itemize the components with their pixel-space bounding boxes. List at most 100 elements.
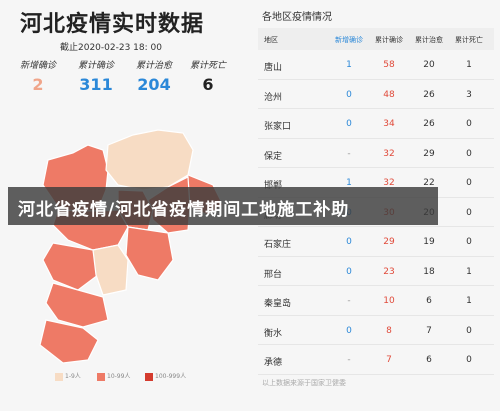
new-confirmed: 0	[346, 266, 352, 277]
total-cured: 6	[426, 355, 432, 365]
total-dead: 1	[466, 296, 472, 306]
stat-total-dead: 累计死亡 6	[178, 58, 238, 94]
region-name: 衡水	[264, 328, 283, 339]
table-row[interactable]: 承德 - 7 6 0	[258, 345, 494, 375]
total-cured: 18	[423, 266, 435, 277]
table-row[interactable]: 邢台 0 23 18 1	[258, 257, 494, 286]
total-cured: 19	[423, 237, 435, 247]
total-cured: 20	[423, 60, 435, 70]
stat-value: 204	[137, 75, 171, 94]
legend-item: 100-999人	[145, 371, 186, 381]
header-new: 新增确诊	[335, 36, 363, 44]
total-cured: 26	[423, 119, 435, 129]
stat-label: 累计治愈	[135, 61, 172, 71]
new-confirmed: 0	[346, 89, 352, 100]
total-cured: 22	[423, 178, 435, 188]
table-title: 各地区疫情情况	[262, 12, 332, 23]
table-row[interactable]: 衡水 0 8 7 0	[258, 316, 494, 345]
legend-swatch	[145, 372, 153, 381]
header-cured: 累计治愈	[415, 36, 443, 44]
table-row[interactable]: 秦皇岛 - 10 6 1	[258, 286, 494, 316]
map-region-hengshui[interactable]	[92, 244, 129, 296]
total-dead: 3	[466, 89, 472, 100]
region-name: 唐山	[264, 63, 283, 73]
new-confirmed: 1	[346, 178, 352, 188]
update-time: 截止2020-02-23 18: 00	[60, 43, 162, 53]
total-confirmed: 8	[386, 325, 392, 336]
total-dead: 0	[466, 178, 472, 188]
region-name: 张家口	[264, 122, 292, 132]
stat-total-confirmed: 累计确诊 311	[66, 58, 126, 94]
map-region-handan[interactable]	[39, 319, 99, 364]
legend-label: 10-99人	[107, 373, 131, 380]
header-dead: 累计死亡	[455, 36, 483, 44]
table-row[interactable]: 保定 - 32 29 0	[258, 139, 494, 168]
total-confirmed: 32	[383, 148, 395, 159]
total-cured: 6	[426, 296, 432, 306]
stat-label: 累计死亡	[189, 61, 226, 71]
header-area: 地区	[264, 36, 278, 44]
legend-swatch	[97, 372, 105, 381]
table-header: 地区 新增确诊 累计确诊 累计治愈 累计死亡	[258, 28, 494, 50]
new-confirmed: -	[347, 148, 351, 159]
footer-note: 以上数据来源于国家卫健委	[262, 379, 346, 387]
new-confirmed: 0	[346, 237, 352, 247]
total-cured: 26	[423, 89, 435, 100]
table-row[interactable]: 张家口 0 34 26 0	[258, 109, 494, 139]
total-cured: 29	[423, 148, 435, 159]
hebei-map	[39, 129, 224, 364]
total-confirmed: 10	[383, 296, 395, 306]
new-confirmed: -	[347, 296, 351, 306]
map-region-xingtai[interactable]	[45, 282, 109, 328]
new-confirmed: 1	[346, 60, 352, 70]
total-confirmed: 29	[383, 237, 395, 247]
total-dead: 0	[466, 119, 472, 129]
legend-label: 1-9人	[65, 373, 81, 380]
stat-value: 2	[32, 75, 44, 94]
map-region-shijiazhuang[interactable]	[42, 242, 99, 291]
total-confirmed: 7	[386, 355, 392, 365]
stat-value: 6	[202, 75, 214, 94]
region-name: 石家庄	[264, 240, 292, 250]
map-region-cangzhou[interactable]	[125, 226, 174, 281]
total-confirmed: 23	[383, 266, 395, 277]
page-title: 河北疫情实时数据	[20, 12, 205, 37]
total-confirmed: 34	[383, 119, 395, 129]
caption-banner: 河北省疫情/河北省疫情期间工地施工补助	[8, 187, 438, 225]
new-confirmed: 0	[346, 325, 352, 336]
header-confirmed: 累计确诊	[375, 36, 403, 44]
total-cured: 7	[426, 325, 432, 336]
total-dead: 0	[466, 207, 472, 218]
total-confirmed: 58	[383, 60, 395, 70]
stat-total-cured: 累计治愈 204	[124, 58, 184, 94]
legend-item: 1-9人	[55, 371, 81, 381]
region-name: 邢台	[264, 269, 283, 280]
total-dead: 1	[466, 60, 472, 70]
region-name: 沧州	[264, 92, 283, 103]
total-dead: 0	[466, 237, 472, 247]
table-row[interactable]: 石家庄 0 29 19 0	[258, 227, 494, 257]
table-row[interactable]: 沧州 0 48 26 3	[258, 80, 494, 109]
legend-item: 10-99人	[97, 371, 130, 381]
stat-new-confirmed: 新增确诊 2	[8, 58, 68, 94]
new-confirmed: 0	[346, 119, 352, 129]
total-dead: 0	[466, 325, 472, 336]
stat-label: 累计确诊	[77, 61, 114, 71]
stat-value: 311	[79, 75, 113, 94]
total-dead: 0	[466, 148, 472, 159]
total-dead: 0	[466, 355, 472, 365]
legend-label: 100-999人	[155, 373, 187, 380]
region-name: 承德	[264, 358, 283, 368]
legend-swatch	[55, 372, 63, 381]
total-confirmed: 48	[383, 89, 395, 100]
total-confirmed: 32	[383, 178, 395, 188]
total-dead: 1	[466, 266, 472, 277]
region-name: 秦皇岛	[264, 299, 292, 309]
new-confirmed: -	[347, 355, 351, 365]
table-row[interactable]: 唐山 1 58 20 1	[258, 50, 494, 80]
banner-text: 河北省疫情/河北省疫情期间工地施工补助	[18, 200, 350, 220]
region-name: 保定	[264, 151, 283, 162]
stat-label: 新增确诊	[19, 61, 56, 71]
region-name: 邯郸	[264, 181, 283, 191]
